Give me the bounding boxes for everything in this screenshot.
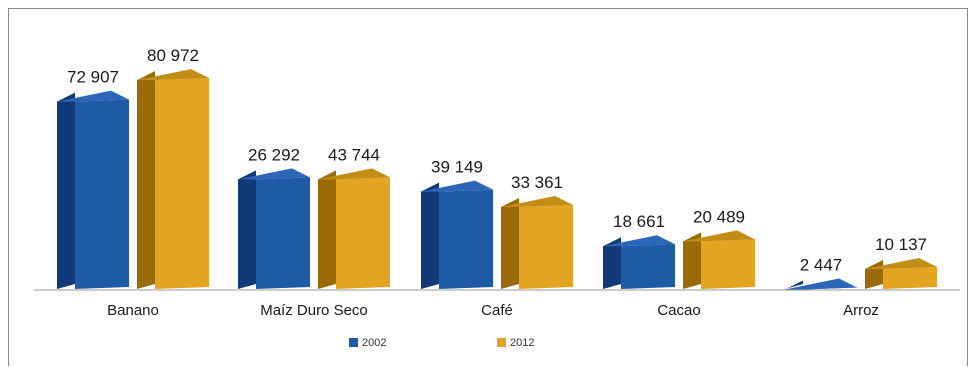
bar-2002-cacao bbox=[621, 244, 675, 289]
bar-top-2012-1 bbox=[318, 168, 390, 180]
bar-side-2002-1 bbox=[238, 170, 256, 289]
bar-side-2012-1 bbox=[318, 170, 336, 289]
bar-top-2012-2 bbox=[501, 196, 573, 208]
bar-side-2012-3 bbox=[683, 232, 701, 289]
value-label-2012-0: 80 972 bbox=[147, 46, 199, 65]
bar-2012-ma-z-duro-seco bbox=[336, 177, 390, 289]
value-label-2012-2: 33 361 bbox=[511, 173, 563, 192]
bar-side-2012-0 bbox=[137, 71, 155, 289]
category-label-2: Café bbox=[481, 302, 513, 319]
bar-top-2012-4 bbox=[865, 257, 937, 269]
bar-2012-cacao bbox=[701, 239, 755, 289]
bar-side-2002-0 bbox=[57, 92, 75, 290]
bar-2012-caf- bbox=[519, 205, 573, 289]
bar-top-2002-2 bbox=[421, 180, 493, 192]
bar-top-2012-0 bbox=[137, 69, 209, 81]
category-labels-group: Banano Maíz Duro Seco Café Cacao Arroz bbox=[107, 302, 879, 319]
value-label-2002-4: 2 447 bbox=[800, 255, 843, 274]
bar-top-2002-0 bbox=[57, 90, 129, 102]
bar-top-2002-3 bbox=[603, 235, 675, 247]
value-label-2002-3: 18 661 bbox=[613, 212, 665, 231]
category-label-0: Banano bbox=[107, 302, 159, 319]
bar-top-2002-1 bbox=[238, 168, 310, 180]
bar-side-2002-3 bbox=[603, 237, 621, 289]
category-label-1: Maíz Duro Seco bbox=[260, 302, 368, 319]
bar-top-2002-4 bbox=[785, 278, 857, 290]
value-label-2012-1: 43 744 bbox=[328, 145, 380, 164]
value-labels-group: 72 907 80 972 26 292 43 744 39 149 33 361 18 6… bbox=[67, 46, 927, 274]
bar-side-2012-4 bbox=[865, 259, 883, 289]
legend: 2002 2012 bbox=[349, 337, 534, 349]
category-label-4: Arroz bbox=[843, 302, 879, 319]
bar-side-2012-2 bbox=[501, 198, 519, 289]
legend-swatch-2002 bbox=[349, 338, 358, 347]
bar-2002-banano bbox=[75, 99, 129, 290]
bar-top-2012-3 bbox=[683, 230, 755, 242]
bar-side-2002-4 bbox=[785, 280, 803, 290]
value-label-2012-4: 10 137 bbox=[875, 235, 927, 254]
bar-side-2002-2 bbox=[421, 182, 439, 289]
bar-2012-arroz bbox=[883, 266, 937, 289]
value-label-2012-3: 20 489 bbox=[693, 207, 745, 226]
bar-2012-banano bbox=[155, 78, 209, 289]
legend-swatch-2012 bbox=[497, 338, 506, 347]
bar-2002-caf- bbox=[439, 189, 493, 289]
value-label-2002-1: 26 292 bbox=[248, 145, 300, 164]
value-label-2002-2: 39 149 bbox=[431, 158, 483, 177]
category-label-3: Cacao bbox=[657, 302, 700, 319]
legend-label-2002: 2002 bbox=[362, 337, 386, 349]
value-label-2002-0: 72 907 bbox=[67, 68, 119, 87]
bar-2002-ma-z-duro-seco bbox=[256, 177, 310, 289]
legend-label-2012: 2012 bbox=[510, 337, 534, 349]
bars-group bbox=[57, 69, 937, 290]
